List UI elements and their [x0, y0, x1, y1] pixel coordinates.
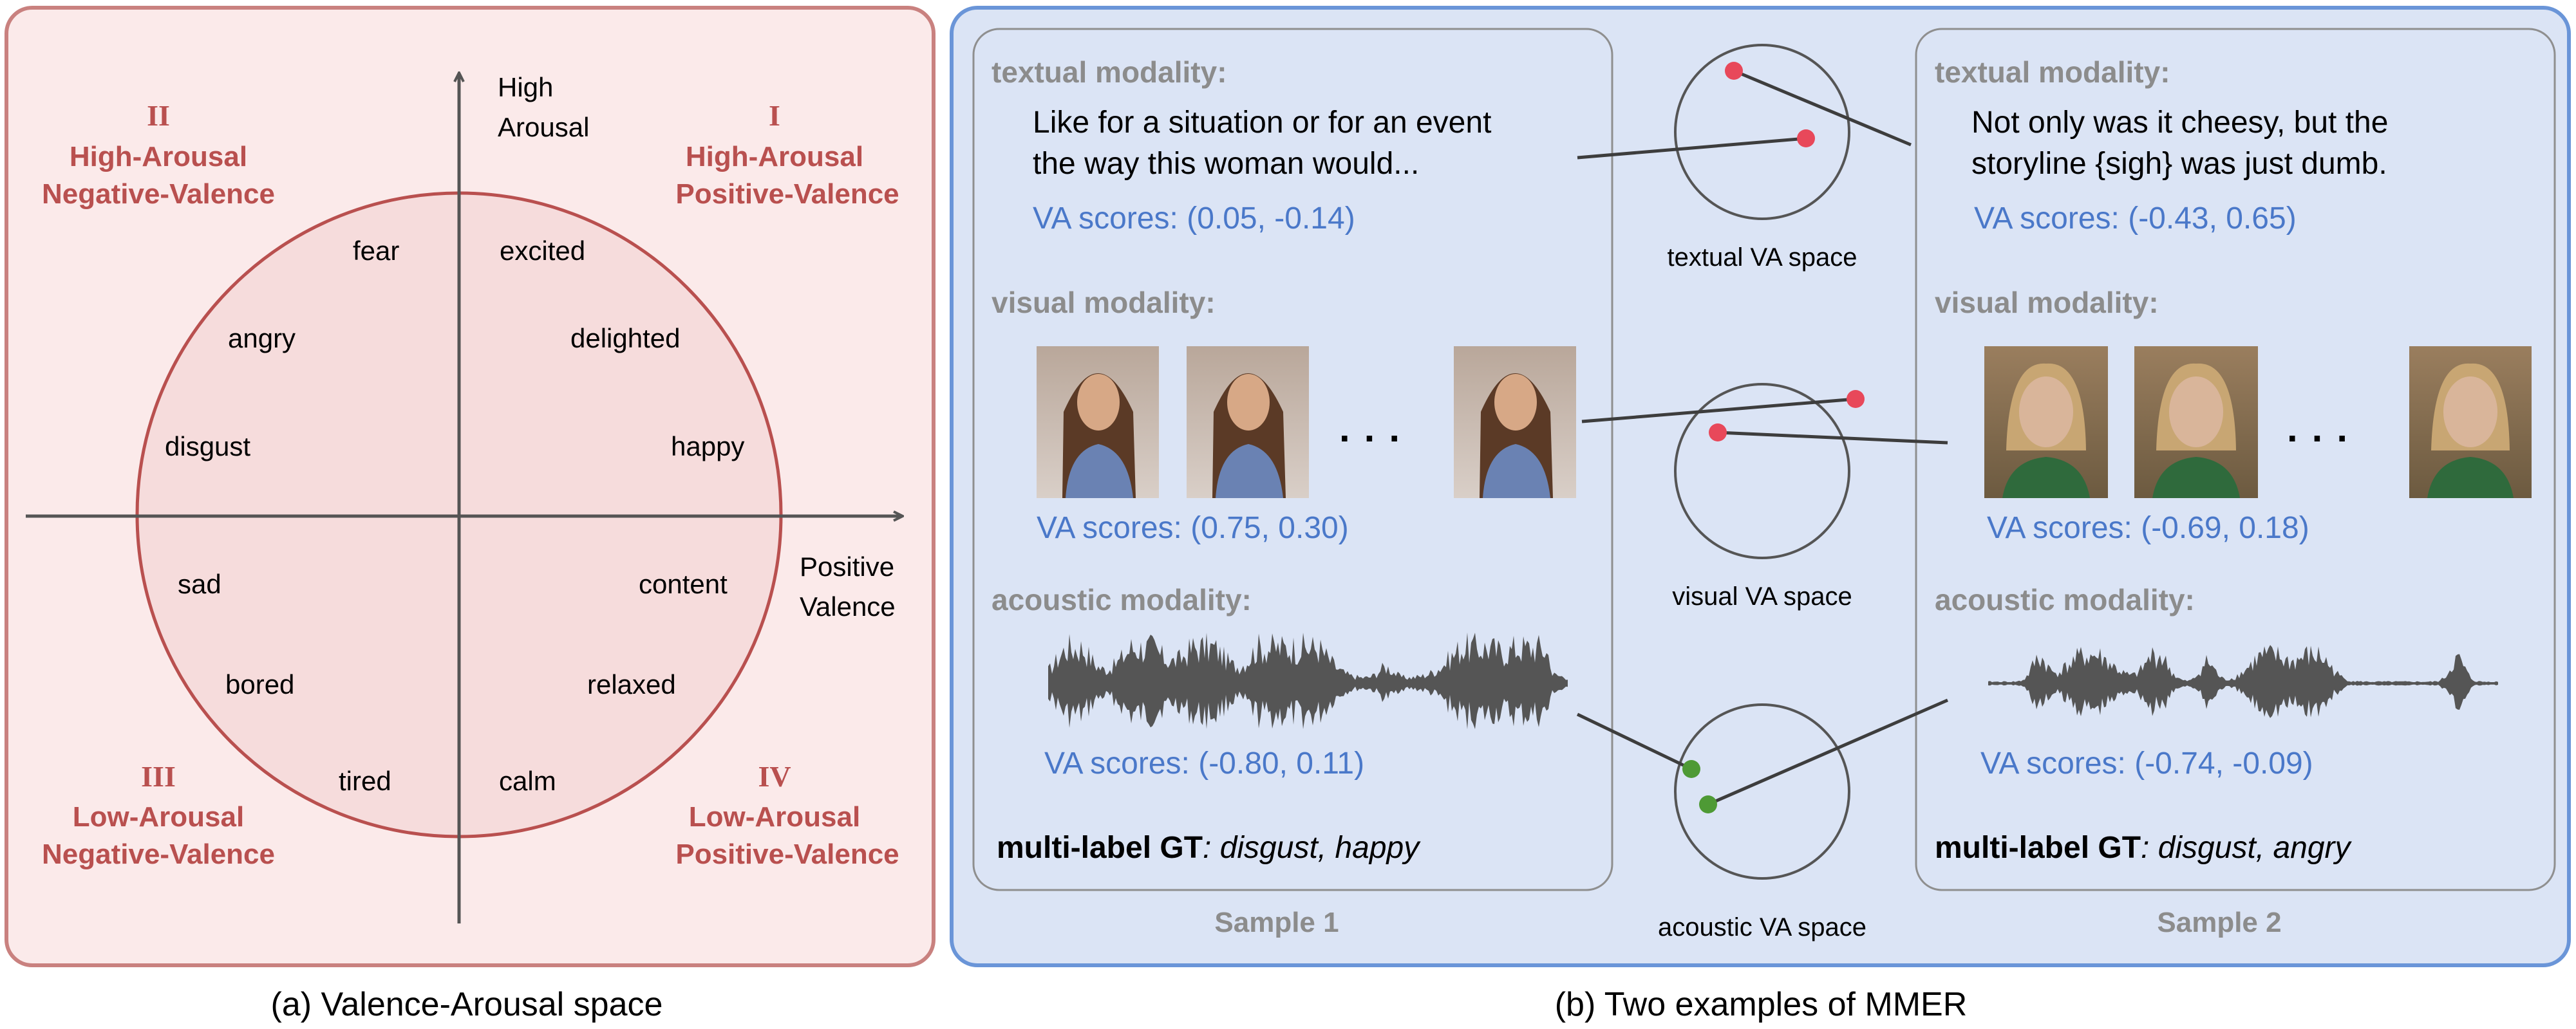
sample-2-visual-title: visual modality:	[1935, 286, 2159, 319]
textual-va-space-circle	[1674, 44, 1850, 220]
y-axis-label-line2: Arousal	[498, 112, 589, 142]
sample-2-visual-connector	[1717, 431, 1948, 445]
sample-2-textual-connector	[1733, 69, 1912, 147]
emotion-bored: bored	[225, 669, 294, 700]
sample-1-acoustic-title: acoustic modality:	[992, 583, 1252, 616]
sample-1-frame-1	[1037, 346, 1159, 498]
panel-b: textual modality: Like for a situation o…	[950, 6, 2571, 1023]
quadrant-1-label-line2: Positive-Valence	[675, 178, 899, 210]
sample-1-textual-connector	[1577, 136, 1807, 160]
emotion-calm: calm	[499, 766, 556, 796]
sample-1-acoustic-connector	[1576, 712, 1693, 771]
textual-point-sample-1	[1797, 129, 1815, 147]
sample-2-acoustic-va: VA scores: (-0.74, -0.09)	[1980, 746, 2313, 781]
quadrant-4-numeral: IV	[758, 760, 791, 793]
emotion-relaxed: relaxed	[587, 669, 676, 700]
emotion-excited: excited	[500, 236, 585, 266]
sample-2-gt-label: multi-label GT	[1935, 831, 2141, 865]
sample-2-visual-va: VA scores: (-0.69, 0.18)	[1987, 511, 2309, 545]
panel-b-caption: (b) Two examples of MMER	[1555, 986, 1968, 1023]
x-axis-label-line2: Valence	[800, 591, 896, 622]
emotion-content: content	[639, 569, 728, 599]
acoustic-point-sample-1	[1682, 760, 1700, 778]
quadrant-2-label-line1: High-Arousal	[70, 141, 247, 172]
sample-2-acoustic-title: acoustic modality:	[1935, 583, 2195, 616]
quadrant-2-label-line2: Negative-Valence	[42, 178, 275, 210]
quadrant-1-numeral: I	[769, 99, 780, 132]
sample-2-ground-truth: multi-label GT: disgust, angry	[1935, 831, 2353, 865]
sample-1-acoustic-va: VA scores: (-0.80, 0.11)	[1044, 746, 1364, 781]
acoustic-point-sample-2	[1699, 795, 1717, 813]
emotion-delighted: delighted	[570, 323, 680, 353]
sample-2-box	[1915, 28, 2556, 891]
quadrant-4-label-line2: Positive-Valence	[675, 839, 899, 870]
sample-1-frames-ellipsis: ...	[1339, 407, 1414, 450]
sample-2-label: Sample 2	[2157, 907, 2281, 938]
sample-1-ground-truth: multi-label GT: disgust, happy	[997, 831, 1421, 865]
visual-point-sample-2	[1709, 423, 1727, 441]
textual-point-sample-2	[1725, 62, 1743, 80]
sample-1-visual-title: visual modality:	[992, 286, 1216, 319]
emotion-tired: tired	[339, 766, 391, 796]
sample-2-frame-2	[2134, 346, 2258, 498]
sample-1-text-line2: the way this woman would...	[1033, 147, 1419, 181]
sample-2-text-line2: storyline {sigh} was just dumb.	[1971, 147, 2387, 181]
panel-a-caption: (a) Valence-Arousal space	[271, 986, 663, 1023]
emotion-angry: angry	[228, 323, 296, 353]
textual-va-space-label: textual VA space	[1668, 243, 1857, 272]
sample-2-gt-value: : disgust, angry	[2141, 831, 2353, 865]
sample-2-acoustic-connector	[1707, 698, 1948, 806]
sample-2-text-line1: Not only was it cheesy, but the	[1971, 106, 2388, 140]
quadrant-4-label-line1: Low-Arousal	[689, 801, 860, 833]
emotion-sad: sad	[178, 569, 221, 599]
sample-1-box	[972, 28, 1613, 891]
sample-2-textual-va: VA scores: (-0.43, 0.65)	[1974, 201, 2297, 236]
sample-1-gt-label: multi-label GT	[997, 831, 1203, 865]
sample-2-frame-1	[1984, 346, 2108, 498]
visual-va-space-label: visual VA space	[1672, 582, 1852, 611]
emotion-fear: fear	[353, 236, 399, 266]
sample-2-frame-3	[2409, 346, 2532, 498]
sample-2-frames-ellipsis: ...	[2287, 407, 2362, 450]
sample-1-label: Sample 1	[1214, 907, 1339, 938]
sample-1-textual-title: textual modality:	[992, 55, 1227, 89]
sample-1-text-line1: Like for a situation or for an event	[1033, 106, 1491, 140]
sample-1-frame-2	[1187, 346, 1309, 498]
sample-1-frame-3	[1454, 346, 1576, 498]
sample-2-textual-title: textual modality:	[1935, 55, 2170, 89]
x-axis-label-line1: Positive	[800, 552, 894, 582]
panel-b-frame	[950, 6, 2571, 967]
emotion-happy: happy	[671, 431, 744, 461]
sample-2-video-frames: ...	[1984, 346, 2532, 498]
sample-1-visual-connector	[1581, 397, 1856, 423]
quadrant-3-label-line2: Negative-Valence	[42, 839, 275, 870]
quadrant-3-label-line1: Low-Arousal	[73, 801, 244, 833]
sample-1-gt-value: : disgust, happy	[1203, 831, 1421, 865]
acoustic-va-space-circle	[1674, 703, 1850, 880]
panel-a: High Arousal Positive Valence I High-Aro…	[5, 6, 935, 1023]
emotion-disgust: disgust	[165, 431, 250, 461]
acoustic-va-space-label: acoustic VA space	[1658, 913, 1866, 941]
y-axis-label-line1: High	[498, 72, 553, 102]
sample-1-waveform	[1048, 632, 1568, 730]
visual-va-space-circle	[1674, 383, 1850, 559]
quadrant-3-numeral: III	[141, 760, 176, 793]
visual-point-sample-1	[1847, 390, 1865, 408]
sample-1-video-frames: ...	[1037, 346, 1576, 498]
sample-1-visual-va: VA scores: (0.75, 0.30)	[1037, 511, 1349, 545]
sample-2-waveform	[1988, 645, 2498, 718]
quadrant-1-label-line1: High-Arousal	[686, 141, 863, 172]
quadrant-2-numeral: II	[147, 99, 170, 132]
sample-1-textual-va: VA scores: (0.05, -0.14)	[1033, 201, 1355, 236]
